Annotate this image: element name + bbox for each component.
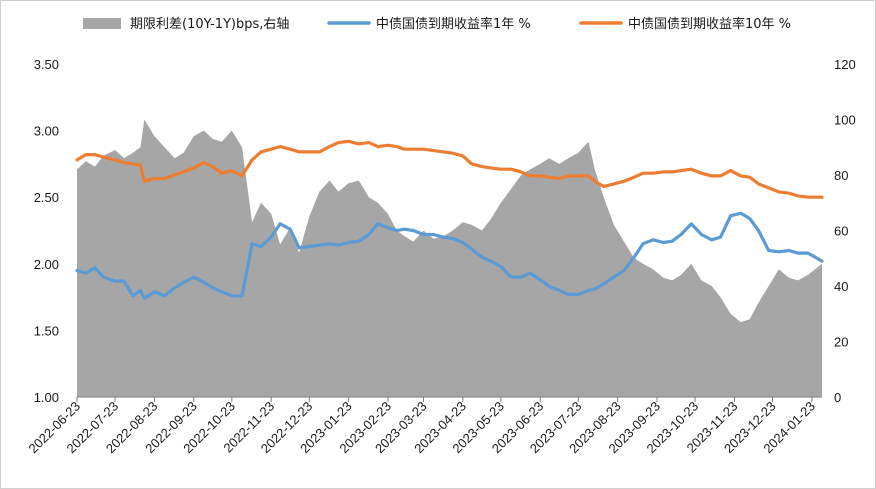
y-right-tick-label: 120 xyxy=(834,57,856,72)
y-left-tick-label: 2.50 xyxy=(34,190,59,205)
y-right-tick-label: 100 xyxy=(834,113,856,128)
y-right-tick-label: 20 xyxy=(834,335,848,350)
area-layer xyxy=(77,119,822,397)
legend-label: 中债国债到期收益率10年 % xyxy=(628,16,791,32)
y-left-tick-label: 2.00 xyxy=(34,257,59,272)
y-left-tick-label: 1.50 xyxy=(34,323,59,338)
y-left-tick-label: 3.00 xyxy=(34,124,59,139)
legend-label: 中债国债到期收益率1年 % xyxy=(376,16,531,32)
y-right-tick-label: 80 xyxy=(834,168,848,183)
y-left-tick-label: 3.50 xyxy=(34,57,59,72)
line-layer xyxy=(75,139,824,300)
series-line-2 xyxy=(75,139,824,199)
y-left-tick-label: 1.00 xyxy=(34,390,59,405)
y-right-tick-label: 0 xyxy=(834,390,841,405)
series-line-1 xyxy=(75,211,824,300)
legend-label: 期限利差(10Y-1Y)bps,右轴 xyxy=(130,17,289,32)
legend-swatch-area xyxy=(83,18,121,29)
legend: 期限利差(10Y-1Y)bps,右轴 中债国债到期收益率1年 % 中债国债到期收益率… xyxy=(83,16,791,32)
series-area-spread xyxy=(77,119,822,397)
y-right-tick-label: 60 xyxy=(834,224,848,239)
y-right-tick-label: 40 xyxy=(834,279,848,294)
